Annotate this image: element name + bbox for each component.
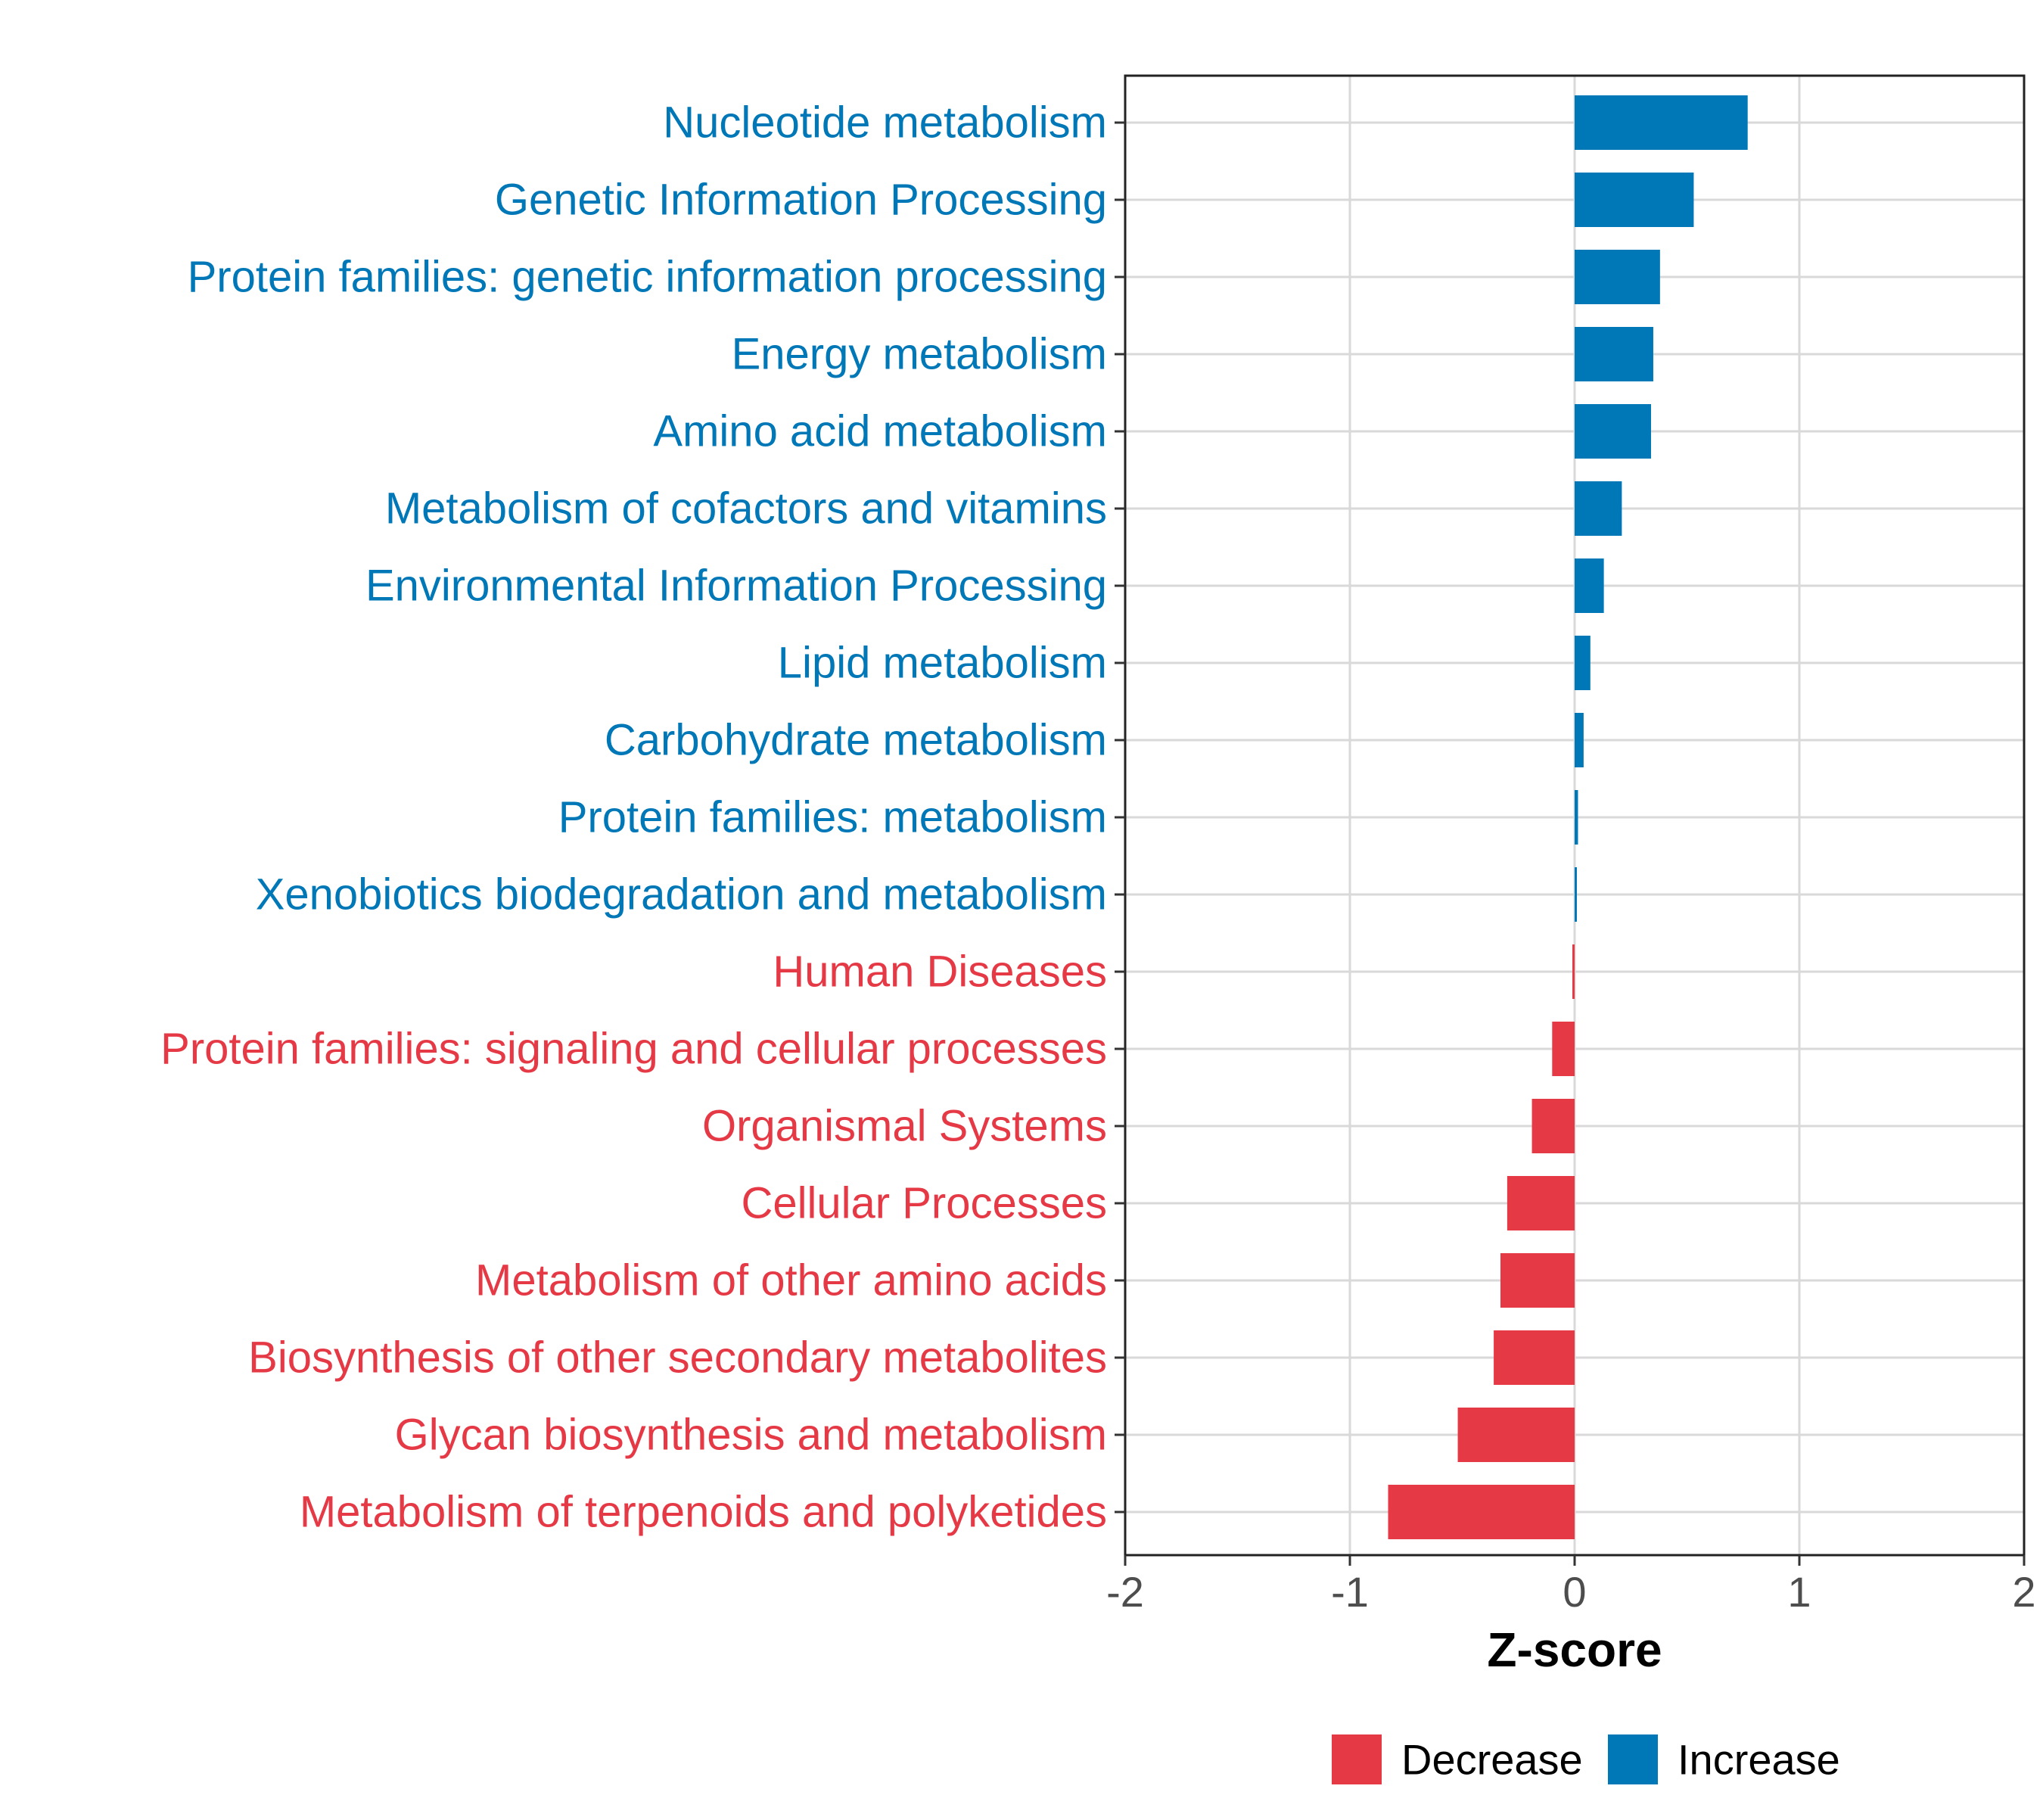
category-label: Cellular Processes xyxy=(741,1179,1107,1228)
axis-layer: -2 -1 0 1 2 xyxy=(1106,121,2036,1616)
bar-14 xyxy=(1531,1099,1575,1153)
bar-5 xyxy=(1575,404,1651,459)
bar-12 xyxy=(1572,944,1575,999)
x-tick-label: 1 xyxy=(1787,1568,1811,1616)
category-label: Xenobiotics biodegradation and metabolis… xyxy=(256,870,1107,919)
category-label: Glycan biosynthesis and metabolism xyxy=(395,1411,1107,1460)
bar-6 xyxy=(1575,481,1622,536)
bar-15 xyxy=(1507,1176,1575,1230)
x-axis-title: Z-score xyxy=(1487,1622,1662,1677)
category-label: Protein families: metabolism xyxy=(558,793,1107,842)
category-labels: Nucleotide metabolism Genetic Information… xyxy=(160,98,1107,1537)
bar-1 xyxy=(1575,95,1748,150)
category-label: Carbohydrate metabolism xyxy=(605,716,1107,765)
category-label: Energy metabolism xyxy=(732,330,1107,379)
x-tick-label: -2 xyxy=(1106,1568,1144,1616)
bar-19 xyxy=(1388,1485,1575,1539)
legend: Decrease Increase xyxy=(1332,1734,1840,1784)
bar-11 xyxy=(1575,867,1577,922)
bar-9 xyxy=(1575,713,1584,767)
bar-16 xyxy=(1500,1253,1575,1308)
legend-label-increase: Increase xyxy=(1678,1736,1840,1784)
bar-2 xyxy=(1575,173,1694,227)
bar-4 xyxy=(1575,327,1653,381)
bar-18 xyxy=(1457,1408,1575,1462)
category-label: Amino acid metabolism xyxy=(653,407,1107,456)
category-label: Protein families: signaling and cellular… xyxy=(160,1025,1107,1074)
legend-key-decrease xyxy=(1332,1734,1382,1784)
category-label: Protein families: genetic information pr… xyxy=(188,253,1107,302)
legend-label-decrease: Decrease xyxy=(1401,1736,1583,1784)
category-label: Environmental Information Processing xyxy=(365,562,1107,611)
category-label: Genetic Information Processing xyxy=(495,176,1107,225)
bar-layer xyxy=(1388,95,1748,1539)
bar-17 xyxy=(1494,1330,1575,1385)
bar-7 xyxy=(1575,558,1604,613)
category-label: Human Diseases xyxy=(773,947,1107,997)
bar-8 xyxy=(1575,636,1591,690)
x-tick-label: -1 xyxy=(1331,1568,1369,1616)
bar-3 xyxy=(1575,250,1660,304)
x-tick-label: 0 xyxy=(1563,1568,1586,1616)
category-label: Organismal Systems xyxy=(702,1102,1107,1151)
category-label: Metabolism of terpenoids and polyketides xyxy=(300,1488,1107,1537)
bar-13 xyxy=(1552,1022,1575,1076)
category-label: Nucleotide metabolism xyxy=(663,98,1107,148)
category-label: Lipid metabolism xyxy=(778,639,1107,688)
legend-key-increase xyxy=(1608,1734,1658,1784)
category-label: Biosynthesis of other secondary metaboli… xyxy=(248,1333,1107,1383)
x-tick-label: 2 xyxy=(2012,1568,2035,1616)
category-label: Metabolism of other amino acids xyxy=(475,1256,1107,1305)
category-label: Metabolism of cofactors and vitamins xyxy=(385,484,1107,534)
bar-10 xyxy=(1575,790,1578,845)
